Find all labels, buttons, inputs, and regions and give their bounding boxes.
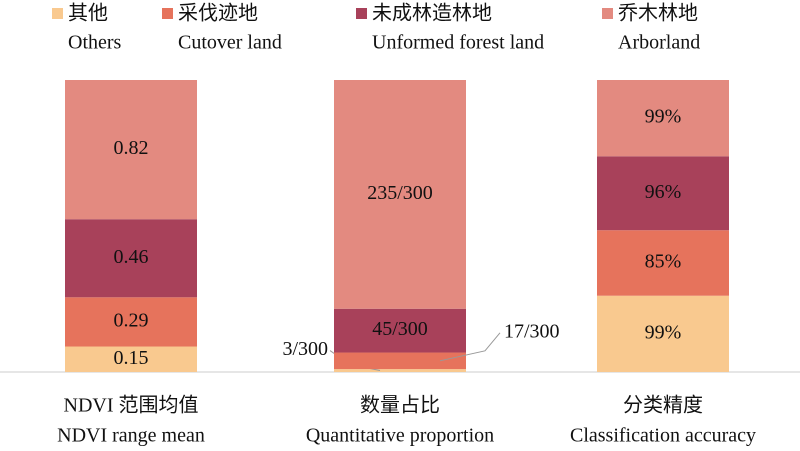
- legend-label-en: Arborland: [618, 32, 700, 54]
- data-label: 0.82: [114, 137, 149, 159]
- data-label: 17/300: [504, 320, 560, 342]
- x-tick-label-en: NDVI range mean: [57, 425, 205, 447]
- data-label: 45/300: [372, 318, 428, 340]
- legend-swatch: [602, 8, 613, 19]
- legend-swatch: [162, 8, 173, 19]
- data-label: 3/300: [282, 338, 328, 360]
- data-label: 0.46: [114, 246, 149, 268]
- data-label: 0.15: [114, 347, 149, 369]
- legend-swatch: [356, 8, 367, 19]
- bar-segment: [597, 156, 729, 231]
- data-label: 99%: [645, 106, 682, 128]
- x-tick-label: 分类精度: [623, 394, 703, 417]
- bar-segment: [334, 80, 466, 309]
- leader-line: [439, 332, 501, 362]
- x-tick-label: 数量占比: [360, 394, 440, 417]
- bar-segment: [334, 352, 466, 370]
- x-tick-label: NDVI 范围均值: [64, 394, 199, 417]
- bar-segment: [334, 308, 466, 353]
- bar-segment: [65, 346, 197, 372]
- bar-segment: [334, 369, 466, 372]
- legend-label: 未成林造林地: [372, 2, 492, 25]
- data-label: 235/300: [367, 182, 433, 204]
- data-label: 0.29: [114, 310, 149, 332]
- legend-label-en: Cutover land: [178, 32, 282, 54]
- legend-label-en: Unformed forest land: [372, 32, 544, 54]
- bar-segment: [65, 297, 197, 347]
- bar-segment: [597, 295, 729, 372]
- bar-segment: [597, 80, 729, 157]
- x-tick-label-en: Classification accuracy: [570, 425, 756, 447]
- legend-label: 采伐迹地: [178, 2, 258, 25]
- bar-segment: [65, 219, 197, 298]
- data-label: 85%: [645, 251, 682, 273]
- legend-label: 乔木林地: [618, 2, 698, 25]
- legend-label: 其他: [68, 2, 108, 25]
- legend-swatch: [52, 8, 63, 19]
- data-label: 96%: [645, 181, 682, 203]
- bar-segment: [65, 80, 197, 220]
- x-tick-label-en: Quantitative proportion: [306, 425, 494, 447]
- data-label: 99%: [645, 321, 682, 343]
- bar-segment: [597, 230, 729, 296]
- legend-label-en: Others: [68, 32, 122, 54]
